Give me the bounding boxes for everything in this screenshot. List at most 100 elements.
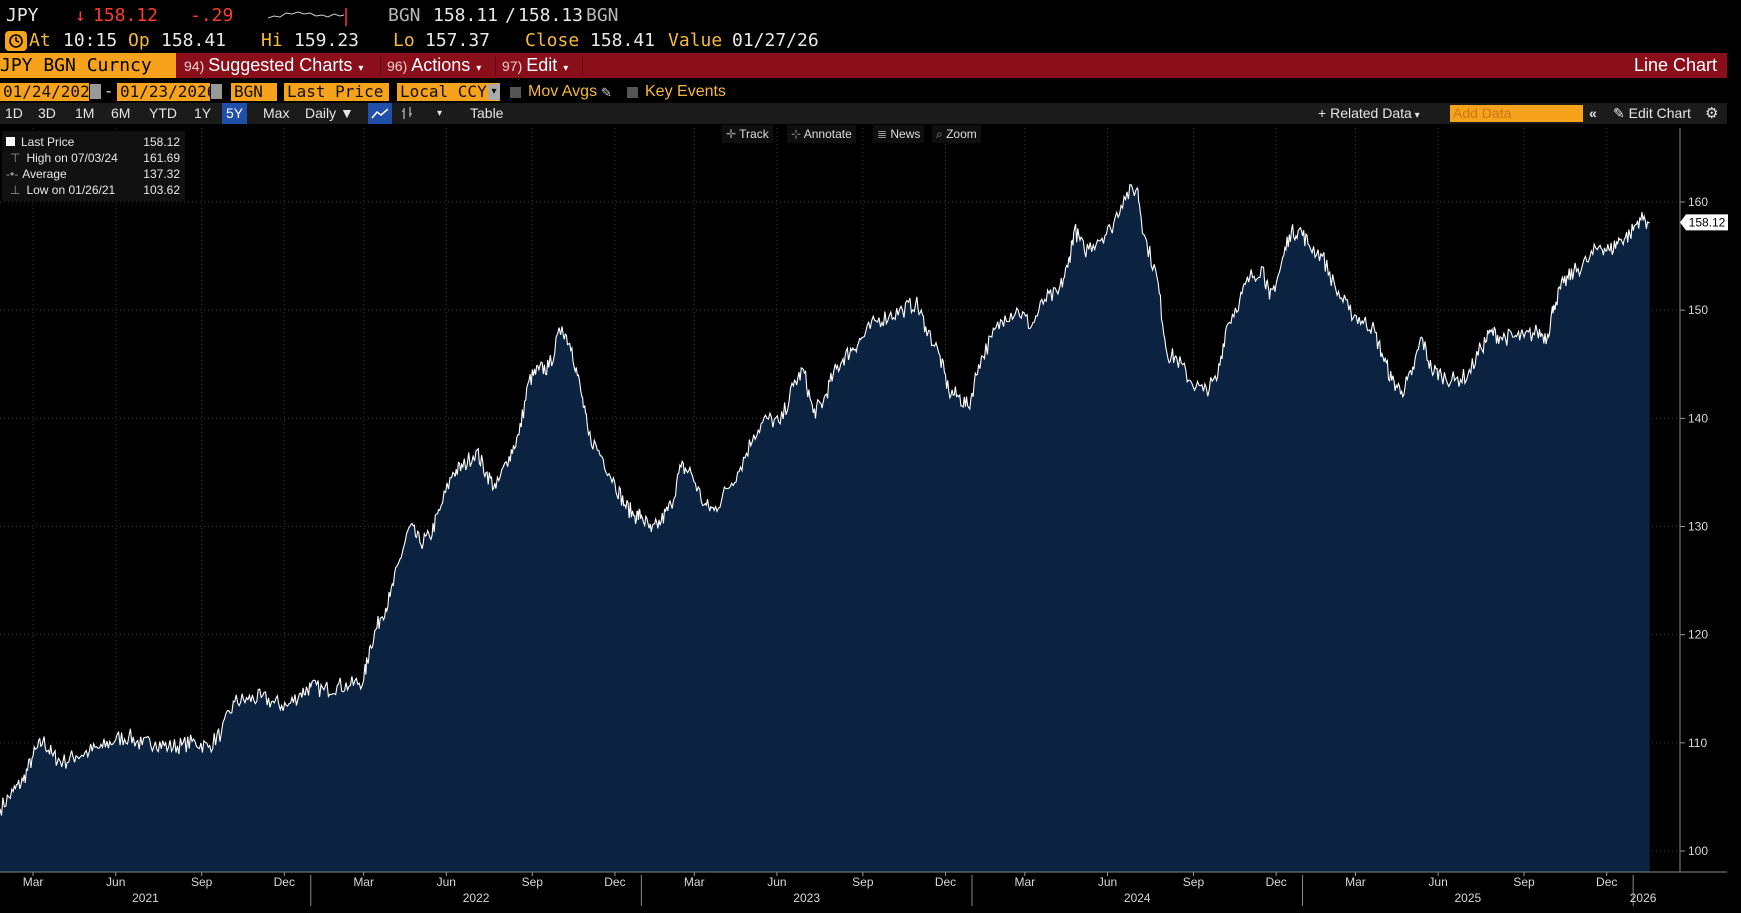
zoom-label: Zoom (946, 127, 977, 141)
y-tick-label: 120 (1688, 628, 1708, 642)
last-price-marker: 158.12 (1680, 214, 1728, 231)
key-events-label[interactable]: Key Events (645, 83, 726, 100)
add-data-input[interactable]: Add Data (1450, 105, 1583, 122)
quote-source: BGN (388, 5, 421, 26)
x-tick-label: Sep (191, 875, 213, 889)
period-1m[interactable]: 1M (75, 105, 95, 121)
year-label: 2021 (132, 891, 159, 905)
x-tick-label: Mar (23, 875, 44, 889)
bid-price: 158.11 (433, 5, 499, 26)
quote-header: JPY ↓ 158.12 -.29 BGN 158.11 / 158.13 BG… (6, 5, 619, 26)
collapse-icon[interactable]: « (1589, 105, 1597, 121)
news-tool[interactable]: ≣ News (873, 125, 925, 143)
period-3d[interactable]: 3D (38, 105, 56, 121)
frequency-select[interactable]: Daily ▼ (305, 103, 354, 124)
period-1y[interactable]: 1Y (194, 105, 212, 121)
legend-high-value: 161.69 (143, 151, 180, 165)
period-1d[interactable]: 1D (5, 105, 23, 121)
legend-last: Last Price 158.12 (6, 134, 182, 150)
related-data-button[interactable]: + Related Data ▾ (1318, 103, 1420, 124)
x-tick-label: Jun (1428, 875, 1447, 889)
price-line (0, 183, 1650, 816)
x-tick-label: Dec (604, 875, 625, 889)
caret-down-icon: ▼ (340, 105, 354, 121)
x-tick-label: Jun (106, 875, 125, 889)
track-label: Track (739, 127, 769, 141)
average-marker-icon: -•- (6, 167, 19, 181)
edit-chart-label: Edit Chart (1628, 105, 1691, 121)
period-max[interactable]: Max (263, 105, 290, 121)
line-chart-icon[interactable] (368, 103, 392, 124)
edit-num: 97) (502, 58, 523, 74)
track-tool[interactable]: ✛ Track (722, 125, 773, 143)
security-field[interactable]: JPY BGN Curncy (0, 53, 176, 78)
x-tick-label: Jun (767, 875, 786, 889)
caret-down-icon[interactable]: ▾ (437, 108, 443, 119)
y-tick-label: 160 (1688, 195, 1708, 209)
security-name: JPY BGN Curncy (0, 55, 152, 76)
pencil-icon[interactable]: ✎ (601, 85, 612, 100)
calendar-icon[interactable] (90, 84, 101, 99)
x-tick-label: Jun (437, 875, 456, 889)
legend-high-label: High on 07/03/24 (26, 151, 118, 165)
chart-legend: Last Price 158.12 ⊤ High on 07/03/24 161.… (2, 131, 185, 201)
x-tick-label: Dec (1596, 875, 1617, 889)
caret-down-icon: ▾ (476, 63, 482, 74)
chevron-down-icon[interactable]: ▾ (488, 84, 500, 100)
actions-menu[interactable]: 96) Actions ▾ (387, 53, 481, 78)
gear-icon[interactable]: ⚙ (1705, 105, 1719, 122)
x-tick-label: Mar (1345, 875, 1366, 889)
edit-menu[interactable]: 97) Edit ▾ (502, 53, 568, 78)
end-date-input[interactable]: 01/23/2026 (117, 83, 216, 101)
y-tick-label: 150 (1688, 303, 1708, 317)
low-label: Lo (393, 30, 415, 51)
high-label: Hi (261, 30, 283, 51)
x-tick-label: Dec (274, 875, 295, 889)
legend-last-label: Last Price (21, 135, 75, 149)
x-tick-label: Mar (684, 875, 705, 889)
x-tick-label: Sep (522, 875, 544, 889)
caret-down-icon: ▾ (563, 63, 569, 74)
at-label: At (29, 30, 51, 51)
chart-type-title: Line Chart (1633, 55, 1717, 75)
pricing-source-input[interactable]: BGN (231, 83, 277, 101)
caret-down-icon: ▾ (358, 63, 364, 74)
period-5y[interactable]: 5Y (222, 103, 248, 124)
mov-avgs-label[interactable]: Mov Avgs (528, 83, 598, 100)
legend-last-value: 158.12 (143, 135, 180, 149)
table-button[interactable]: Table (470, 105, 504, 121)
period-6m[interactable]: 6M (111, 105, 131, 121)
legend-avg-value: 137.32 (143, 167, 180, 181)
field-input[interactable]: Last Price (284, 83, 389, 101)
currency-select[interactable]: Local CCY (397, 83, 500, 101)
x-tick-label: Sep (1183, 875, 1205, 889)
mov-avgs-checkbox[interactable] (510, 87, 521, 98)
x-tick-label: Mar (353, 875, 374, 889)
price-chart[interactable]: 100 110 120 130 140 150 160 Mar Jun Sep Dec Mar Jun… (0, 124, 1741, 913)
y-tick-label: 110 (1688, 736, 1707, 750)
legend-high: ⊤ High on 07/03/24 161.69 (6, 150, 182, 166)
bar-chart-icon[interactable] (400, 103, 416, 124)
high-marker-icon: ⊤ (10, 151, 21, 165)
edit-chart-button[interactable]: ✎ Edit Chart (1613, 103, 1691, 124)
x-tick-label: Jun (1098, 875, 1117, 889)
y-axis: 100 110 120 130 140 150 160 (1679, 128, 1708, 872)
x-tick-label: Dec (1265, 875, 1286, 889)
period-ytd[interactable]: YTD (149, 105, 177, 121)
start-date-input[interactable]: 01/24/2021 (0, 83, 99, 101)
ticker: JPY (6, 5, 39, 26)
y-tick-label: 140 (1688, 411, 1708, 425)
chart-toolbar: 1D 3D 1M 6M YTD 1Y 5Y Max Daily ▼ ▾ Tabl… (0, 103, 1727, 124)
pencil-icon: ✎ (1613, 105, 1629, 121)
edit-label: Edit (526, 55, 558, 75)
key-events-checkbox[interactable] (627, 87, 638, 98)
frequency-label: Daily (305, 105, 337, 121)
suggested-charts-menu[interactable]: 94) Suggested Charts ▾ (184, 53, 363, 78)
zoom-tool[interactable]: ⌕ Zoom (932, 125, 981, 143)
y-tick-label: 100 (1688, 844, 1708, 858)
date-separator: - (106, 83, 112, 100)
annotate-tool[interactable]: ⊹ Annotate (787, 125, 856, 143)
calendar-icon[interactable] (211, 84, 222, 99)
value-date: 01/27/26 (732, 30, 819, 51)
menu-bar: JPY BGN Curncy 94) Suggested Charts ▾ 96) A… (0, 53, 1727, 78)
